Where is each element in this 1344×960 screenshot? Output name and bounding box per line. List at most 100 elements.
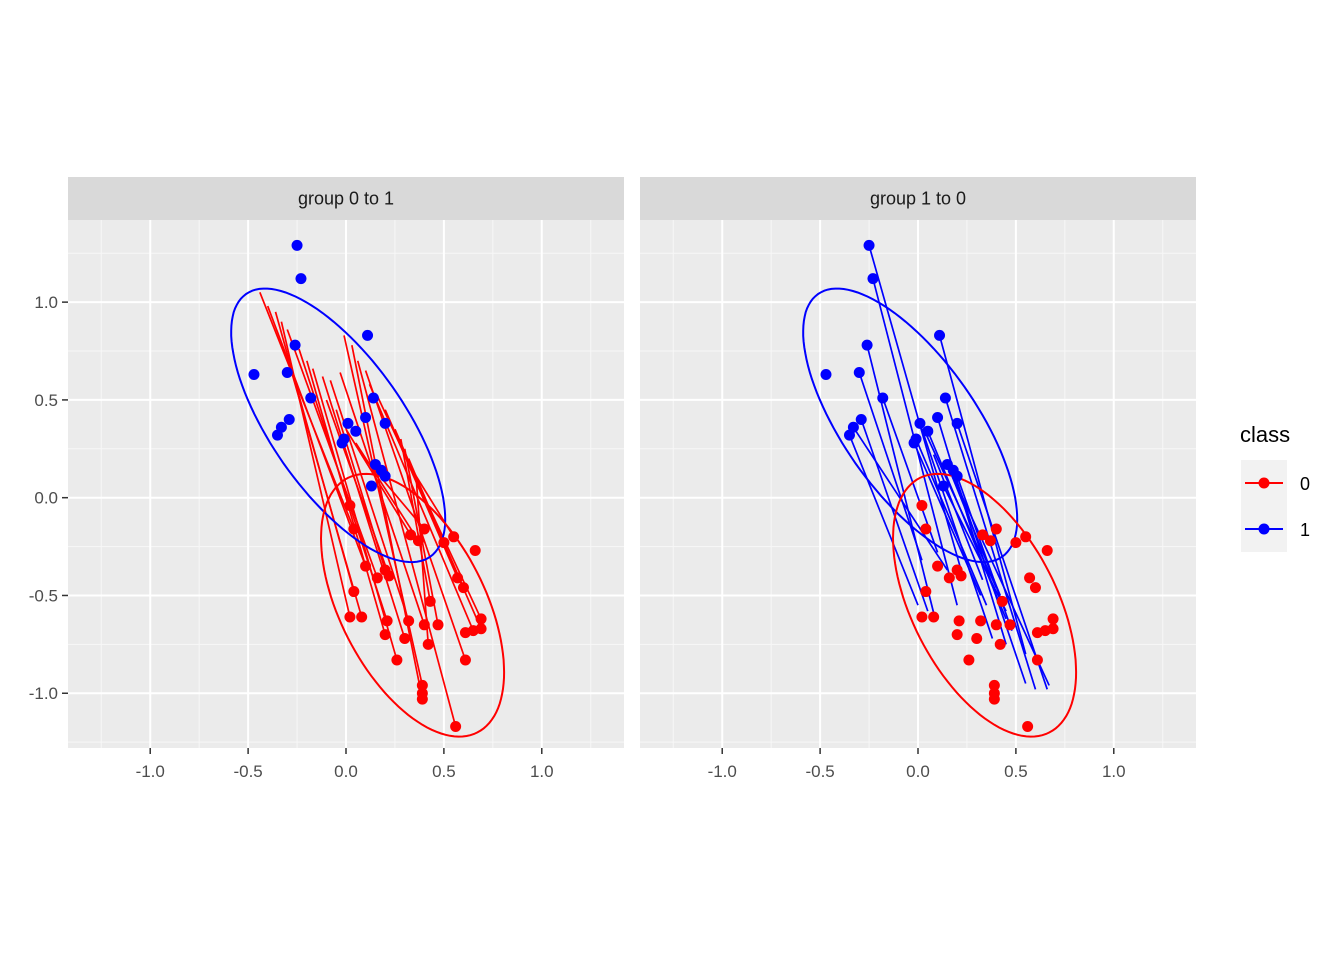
trajectory-segment [919, 423, 994, 639]
point-class-1 [295, 273, 307, 285]
legend: class 0 1 [1240, 422, 1310, 552]
point-class-1 [867, 273, 879, 285]
point-class-0 [418, 619, 430, 631]
point-class-0 [344, 611, 356, 623]
ellipse-class-0 [891, 472, 1078, 738]
data-layer [802, 239, 1078, 738]
point-class-1 [877, 392, 889, 404]
point-class-0 [348, 586, 360, 598]
point-class-0 [344, 500, 356, 512]
legend-key-point [1258, 523, 1270, 535]
trajectory-segment [866, 344, 937, 622]
y-tick-label: 0.5 [34, 391, 58, 410]
point-class-0 [1047, 613, 1059, 625]
point-class-0 [371, 572, 383, 584]
data-layer [230, 239, 506, 738]
point-class-0 [452, 572, 464, 584]
trajectory-segment [913, 442, 982, 596]
point-class-0 [990, 619, 1002, 631]
point-class-1 [360, 412, 372, 424]
point-class-0 [1022, 720, 1034, 732]
x-tick-label: 0.5 [1004, 762, 1028, 781]
facet-strip [68, 177, 624, 220]
point-class-0 [475, 623, 487, 635]
x-tick-label: 0.5 [432, 762, 456, 781]
point-class-0 [977, 529, 989, 541]
point-class-1 [271, 429, 283, 441]
trajectory-segment [266, 305, 367, 567]
trajectory-segment [938, 335, 1027, 655]
point-class-0 [450, 720, 462, 732]
point-class-0 [403, 615, 415, 627]
trajectory-segment [321, 376, 406, 639]
point-class-1 [951, 417, 963, 429]
y-tick-label: -0.5 [29, 586, 58, 605]
y-tick-label: 0.0 [34, 489, 58, 508]
point-class-0 [416, 679, 428, 691]
point-class-0 [379, 629, 391, 641]
point-class-0 [412, 535, 424, 547]
point-class-0 [943, 572, 955, 584]
trajectory-segment [415, 481, 430, 645]
point-class-0 [932, 560, 944, 572]
point-class-0 [422, 638, 434, 650]
point-class-0 [996, 595, 1008, 607]
trajectory-segment [915, 438, 988, 606]
point-class-0 [448, 531, 460, 543]
point-class-1 [367, 392, 379, 404]
point-class-1 [283, 413, 295, 425]
point-class-0 [469, 544, 481, 556]
point-class-1 [342, 417, 354, 429]
facet-strip-label: group 0 to 1 [298, 189, 394, 209]
point-class-0 [1024, 572, 1036, 584]
point-class-0 [1041, 544, 1053, 556]
point-class-1 [934, 329, 946, 341]
point-class-0 [405, 529, 417, 541]
point-class-1 [820, 368, 832, 380]
trajectory-segment [343, 335, 424, 686]
point-class-0 [356, 611, 368, 623]
x-tick-label: -0.5 [805, 762, 834, 781]
point-class-1 [922, 425, 934, 437]
point-class-1 [863, 239, 875, 251]
x-tick-label: 0.0 [906, 762, 930, 781]
y-tick-label: 1.0 [34, 293, 58, 312]
trajectory-segment [936, 417, 1007, 645]
trajectory-segment [858, 372, 923, 561]
point-class-1 [939, 392, 951, 404]
point-class-0 [457, 582, 469, 594]
y-tick-label: -1.0 [29, 684, 58, 703]
point-class-0 [920, 523, 932, 535]
point-class-1 [861, 339, 873, 351]
trajectory-segment [848, 434, 919, 606]
trajectory-segment [388, 419, 459, 579]
point-class-1 [951, 470, 963, 482]
ellipse-class-0 [319, 472, 506, 738]
point-class-0 [391, 654, 403, 666]
trajectory-segment [280, 321, 351, 618]
point-class-0 [438, 537, 450, 549]
point-class-0 [1047, 623, 1059, 635]
point-class-1 [289, 339, 301, 351]
trajectory-segment [950, 473, 1002, 596]
point-class-0 [988, 679, 1000, 691]
point-class-1 [365, 480, 377, 492]
legend-title: class [1240, 422, 1290, 447]
x-tick-label: -0.5 [233, 762, 262, 781]
panel-1: group 0 to 1 -1.0 -0.5 0.0 0.5 1.0 1.0 0.5 0.0 -0… [29, 177, 624, 781]
point-class-1 [362, 329, 374, 341]
ellipse-class-1 [802, 287, 1019, 564]
point-class-0 [994, 638, 1006, 650]
point-class-1 [932, 412, 944, 424]
point-class-1 [336, 437, 348, 449]
point-class-0 [399, 632, 411, 644]
point-class-1 [937, 480, 949, 492]
point-class-0 [381, 615, 393, 627]
point-class-0 [951, 629, 963, 641]
trajectory-segment [290, 370, 363, 618]
x-tick-label: 1.0 [530, 762, 554, 781]
point-class-0 [963, 654, 975, 666]
x-tick-label: 0.0 [334, 762, 358, 781]
point-class-1 [379, 470, 391, 482]
point-class-1 [853, 367, 865, 379]
